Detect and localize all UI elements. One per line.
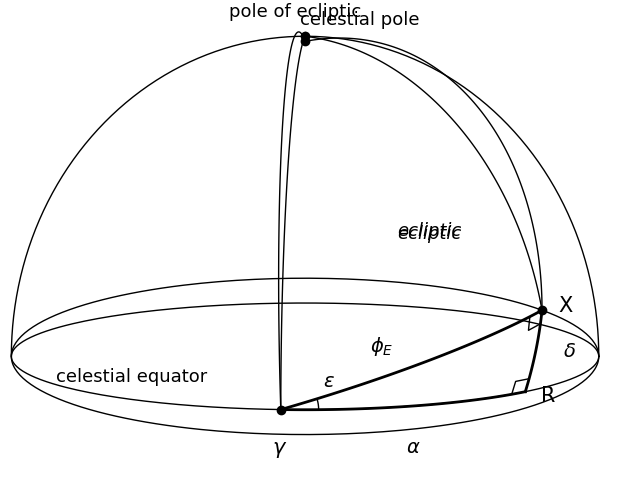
Text: ε: ε <box>323 372 334 390</box>
Text: ecliptic: ecliptic <box>398 222 462 240</box>
Text: α: α <box>406 437 420 456</box>
Text: celestial pole: celestial pole <box>300 11 420 29</box>
Text: celestial equator: celestial equator <box>56 367 207 385</box>
Text: X: X <box>558 296 573 316</box>
Text: $\phi_E$: $\phi_E$ <box>370 334 393 357</box>
Text: pole of ecliptic: pole of ecliptic <box>229 3 361 21</box>
Text: γ: γ <box>273 437 285 457</box>
Text: ecliptic: ecliptic <box>398 225 462 243</box>
Text: R: R <box>541 385 555 405</box>
Text: δ: δ <box>564 342 576 360</box>
